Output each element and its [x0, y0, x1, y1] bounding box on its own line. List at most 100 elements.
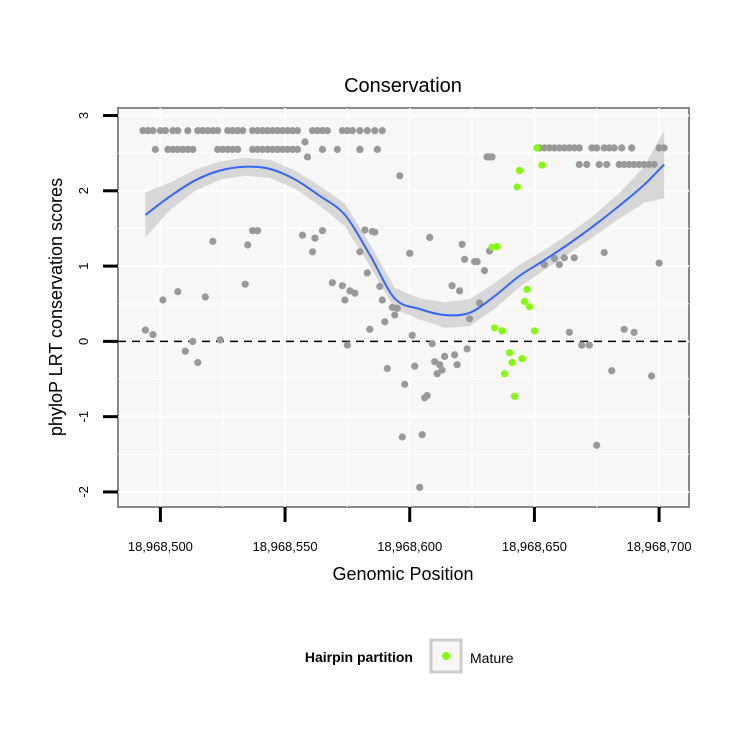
- mature-point: [493, 242, 501, 251]
- data-point: [254, 127, 262, 135]
- data-point: [466, 315, 474, 323]
- data-point: [338, 282, 346, 290]
- data-point: [585, 341, 593, 349]
- data-point: [461, 255, 469, 263]
- data-point: [660, 144, 668, 152]
- data-point: [234, 145, 242, 153]
- data-point: [408, 331, 416, 339]
- data-point: [279, 145, 287, 153]
- data-point: [366, 325, 374, 333]
- data-point: [269, 127, 277, 135]
- data-point: [570, 144, 578, 152]
- data-point: [141, 326, 149, 334]
- mature-point: [500, 370, 509, 378]
- mature-point: [538, 161, 546, 169]
- data-point: [288, 127, 297, 135]
- data-point: [575, 144, 583, 152]
- data-point: [274, 145, 282, 153]
- data-point: [398, 433, 406, 441]
- data-point: [288, 145, 297, 153]
- data-point: [259, 145, 267, 153]
- mature-point: [513, 183, 521, 191]
- y-tick-label: 1: [76, 262, 91, 269]
- data-point: [149, 331, 157, 339]
- data-point: [313, 127, 322, 135]
- data-point: [453, 361, 461, 369]
- data-point: [184, 145, 192, 153]
- data-point: [540, 261, 549, 269]
- data-point: [456, 287, 464, 295]
- data-point: [630, 160, 638, 169]
- data-point: [333, 145, 341, 153]
- mature-point: [515, 166, 524, 175]
- data-point: [480, 267, 489, 275]
- data-point: [411, 362, 419, 370]
- data-point: [560, 144, 568, 152]
- data-point: [540, 144, 549, 152]
- data-point: [600, 144, 608, 152]
- data-point: [570, 254, 578, 262]
- data-point: [301, 138, 309, 146]
- data-point: [269, 145, 277, 153]
- data-point: [565, 144, 573, 152]
- data-point: [593, 441, 601, 449]
- data-point: [209, 237, 217, 245]
- y-tick-label: -2: [76, 486, 91, 498]
- data-point: [401, 380, 409, 388]
- mature-point: [523, 285, 531, 293]
- data-point: [241, 280, 249, 288]
- data-point: [645, 160, 653, 169]
- data-point: [550, 255, 559, 263]
- y-tick-label: 0: [76, 338, 91, 345]
- data-point: [214, 145, 222, 153]
- mature-point: [508, 358, 516, 367]
- data-point: [161, 127, 169, 135]
- data-point: [630, 328, 638, 336]
- data-point: [575, 160, 583, 169]
- data-point: [593, 144, 601, 152]
- data-point: [441, 352, 449, 360]
- data-point: [655, 259, 663, 267]
- data-point: [159, 296, 167, 304]
- data-point: [216, 336, 224, 344]
- data-point: [298, 231, 307, 239]
- data-point: [224, 145, 232, 153]
- data-point: [640, 160, 648, 169]
- data-point: [458, 240, 466, 248]
- smooth-curve: [144, 163, 665, 317]
- data-point: [396, 172, 404, 180]
- data-point: [174, 288, 182, 296]
- data-point: [361, 226, 369, 234]
- data-point: [338, 127, 346, 135]
- data-point: [610, 144, 618, 152]
- data-point: [199, 127, 207, 135]
- legend-title: Hairpin partition: [305, 649, 413, 665]
- data-point: [378, 296, 386, 304]
- data-point: [343, 341, 351, 349]
- data-point: [249, 227, 257, 235]
- data-point: [595, 160, 603, 169]
- data-point: [433, 370, 441, 378]
- data-point: [618, 144, 626, 152]
- y-tick-label: -1: [76, 411, 91, 423]
- data-point: [239, 127, 247, 135]
- x-tick-label: 18,968,700: [627, 539, 692, 554]
- data-point: [244, 241, 252, 249]
- legend-key-swatch: [442, 652, 450, 660]
- data-point: [308, 248, 317, 256]
- data-point: [224, 127, 232, 135]
- data-point: [488, 153, 496, 161]
- x-axis-label: Genomic Position: [332, 564, 473, 584]
- data-point: [189, 145, 197, 153]
- mature-point: [510, 392, 519, 400]
- data-point: [393, 304, 401, 312]
- data-point: [545, 144, 554, 152]
- y-tick-label: 2: [76, 187, 91, 194]
- data-point: [318, 145, 327, 153]
- data-point: [438, 366, 446, 374]
- data-point: [184, 127, 192, 135]
- data-point: [371, 127, 379, 135]
- data-point: [279, 127, 287, 135]
- data-point: [149, 127, 157, 135]
